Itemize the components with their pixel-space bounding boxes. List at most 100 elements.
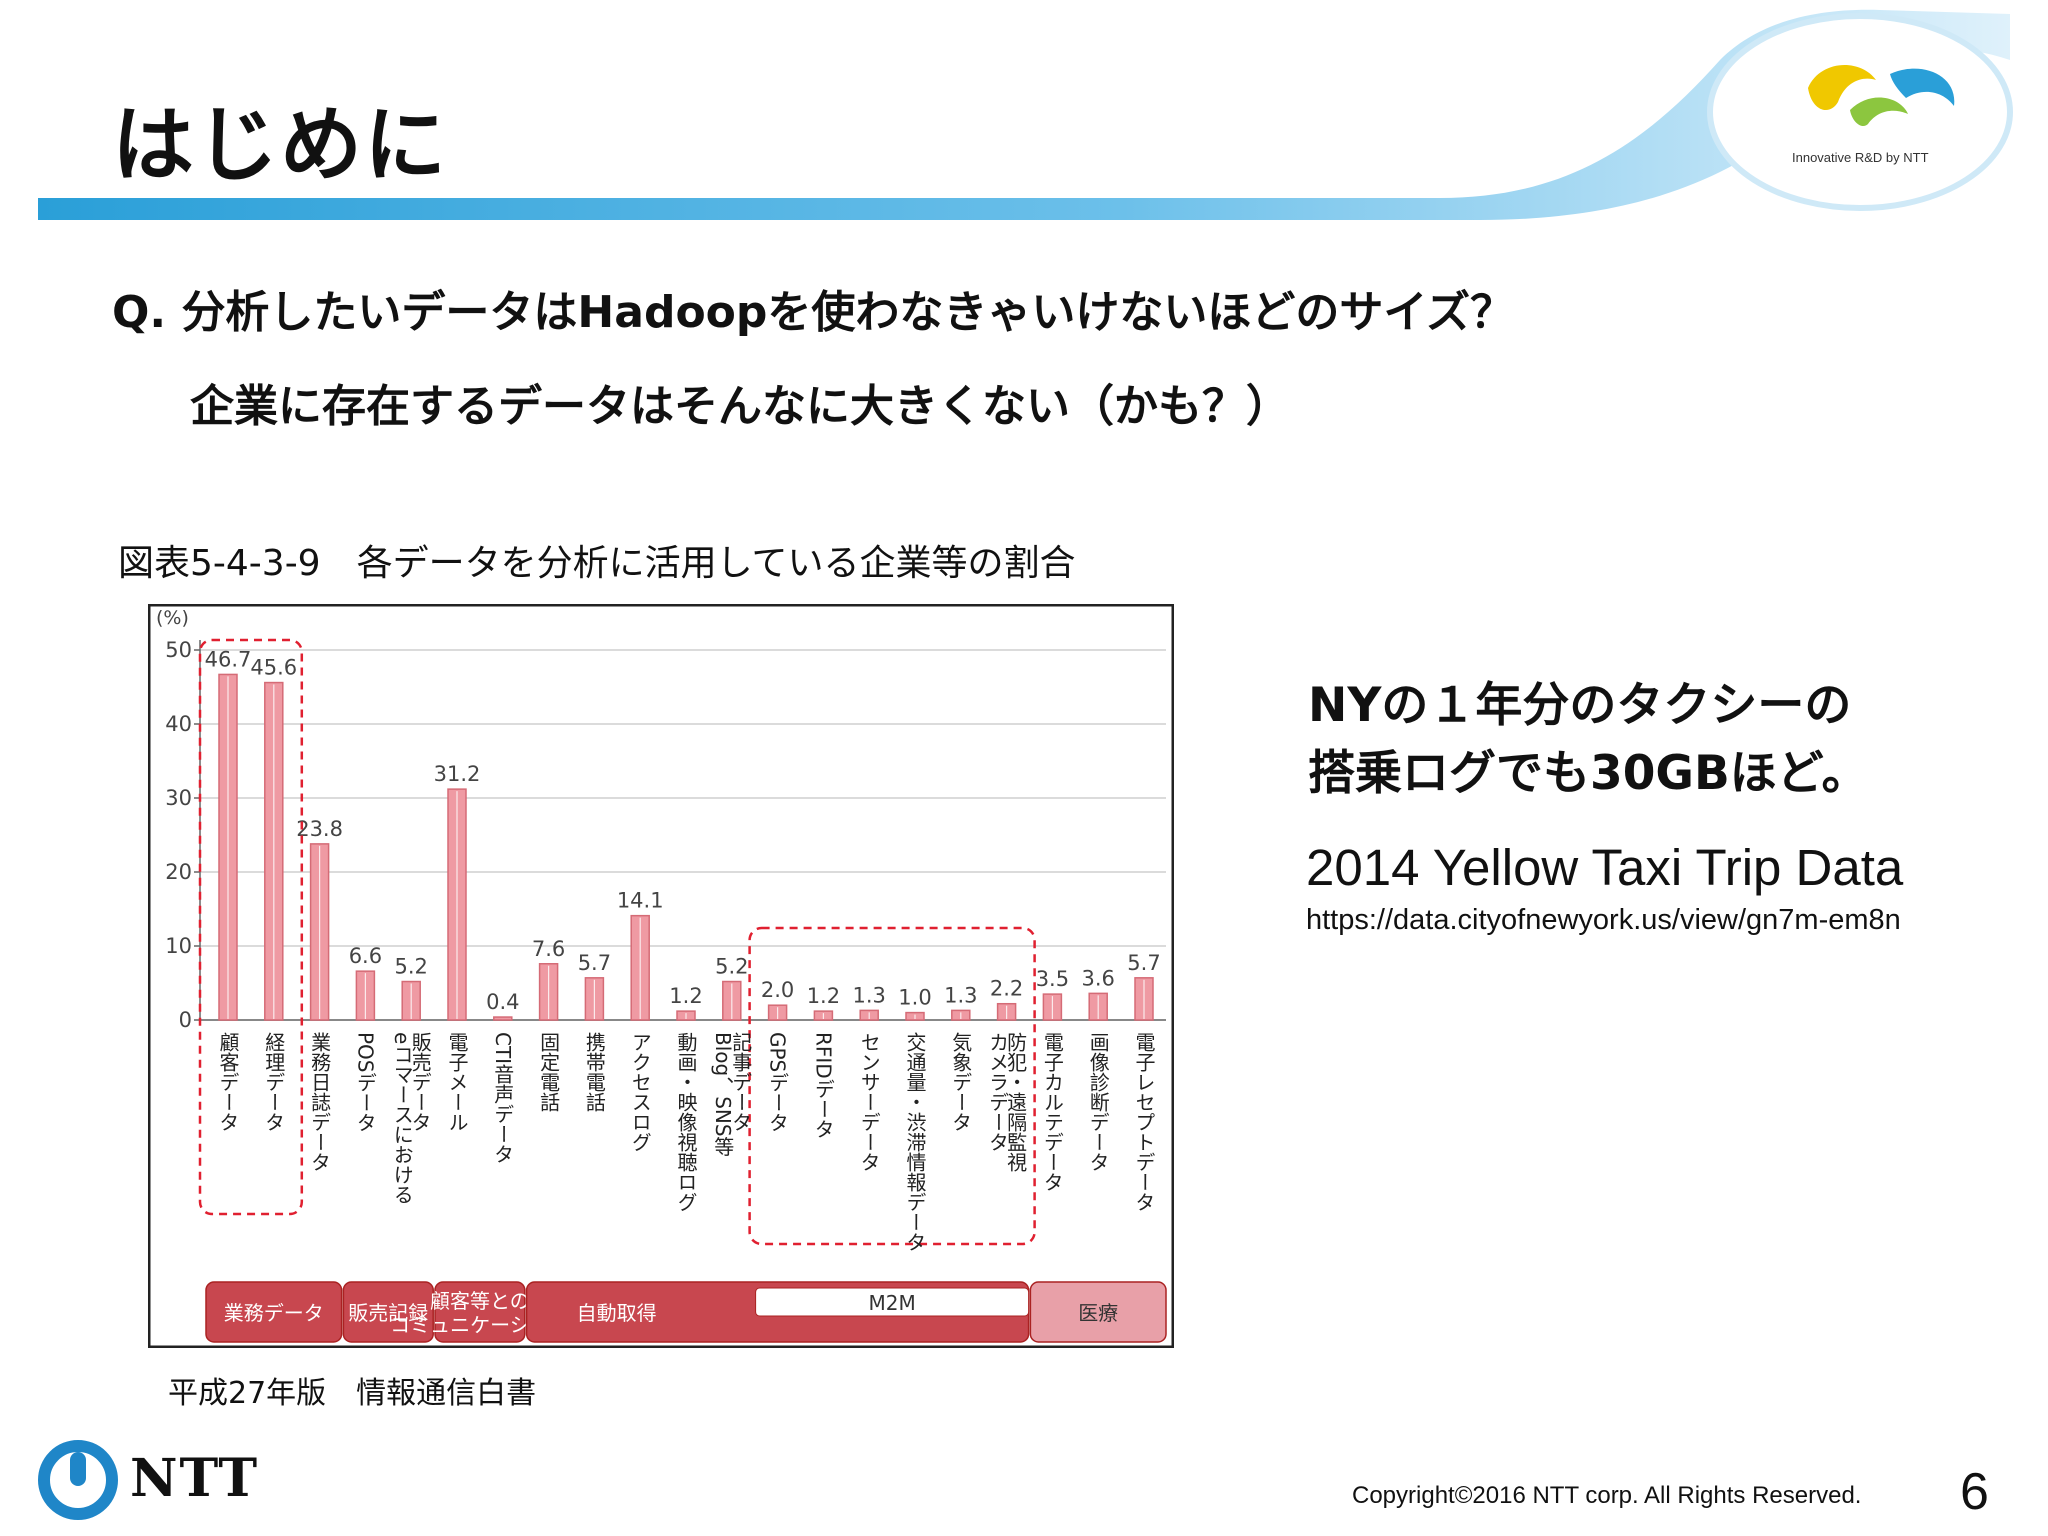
x-category-text: RFIDデータ (811, 1032, 835, 1139)
x-category-text: 防犯・遠隔監視 (1004, 1032, 1028, 1172)
ntt-logo-text: NTT (130, 1448, 260, 1509)
x-category-text: 固定電話 (537, 1032, 561, 1112)
bar-value-label: 1.0 (898, 986, 931, 1010)
source-caption: 平成27年版 情報通信白書 (168, 1376, 537, 1411)
bar (493, 1016, 513, 1021)
y-tick-label: 20 (165, 860, 192, 884)
x-category-text: Blog、SNS等 (711, 1032, 735, 1157)
x-category-text: 記事データ (729, 1032, 753, 1132)
x-category-text: 交通量・渋滞情報データ (903, 1032, 927, 1252)
x-category-label: 携帯電話 (582, 1032, 606, 1112)
bar-value-label: 1.2 (669, 984, 702, 1008)
group-box (342, 1281, 434, 1343)
group-box (205, 1281, 343, 1343)
bar-value-label: 2.2 (990, 977, 1023, 1001)
innovative-label: Innovative R&D by NTT (1792, 150, 1929, 165)
bar-value-label: 46.7 (205, 647, 252, 671)
figure-title: 図表5-4-3-9 各データを分析に活用している企業等の割合 (118, 543, 1076, 584)
bar-value-label: 0.4 (486, 990, 519, 1014)
y-tick-label: 30 (165, 786, 192, 810)
slide-title: はじめに (112, 98, 449, 193)
group-label: 自動取得 (577, 1301, 657, 1325)
bar-value-label: 45.6 (250, 656, 297, 680)
group-box (434, 1281, 526, 1343)
ntt-logo-icon (38, 1440, 118, 1520)
taxi-data-title: 2014 Yellow Taxi Trip Data (1306, 839, 1904, 896)
x-category-text: 顧客データ (216, 1032, 240, 1132)
x-category-label: 交通量・渋滞情報データ (903, 1032, 927, 1252)
x-category-text: 電子メール (445, 1032, 469, 1132)
bar-chart: (%) 0 10 20 30 40 50 46.7 45.6 23.8 6.6 5.2 31.2 0.… (148, 604, 1174, 1348)
bar-value-label: 5.2 (394, 955, 427, 979)
x-category-text: 動画・映像視聴ログ (674, 1032, 698, 1212)
x-category-text: 電子レセプトデータ (1132, 1032, 1156, 1212)
x-category-text: 販売データ (408, 1032, 432, 1132)
group-label: 業務データ (224, 1301, 324, 1325)
x-category-text: 携帯電話 (582, 1032, 606, 1112)
bar-value-label: 1.3 (944, 983, 977, 1007)
taxi-data-url[interactable]: https://data.cityofnewyork.us/view/gn7m-… (1306, 904, 1901, 936)
x-category-text: 業務日誌データ (308, 1032, 332, 1172)
x-category-label: 経理データ (262, 1032, 286, 1132)
x-category-label: CTI音声データ (491, 1032, 515, 1164)
group-label: 顧客等との (430, 1289, 530, 1313)
x-category-text: POSデータ (353, 1032, 377, 1133)
y-tick-label: 50 (165, 638, 192, 662)
side-note-line-2: 搭乗ログでも30GBほど。 (1308, 746, 1869, 801)
question-line-2: 企業に存在するデータはそんなに大きくない（かも？） (190, 381, 1290, 432)
subgroup-label: M2M (868, 1291, 915, 1315)
x-category-label: アクセスログ (628, 1032, 652, 1152)
x-category-text: 気象データ (949, 1032, 973, 1132)
bar-value-label: 3.6 (1081, 966, 1114, 990)
bar-value-label: 5.2 (715, 955, 748, 979)
bar-value-label: 1.3 (852, 983, 885, 1007)
y-unit-label: (%) (156, 607, 189, 629)
x-category-text: eコマースにおける (390, 1032, 414, 1204)
bar-value-label: 31.2 (434, 762, 481, 786)
x-category-label: 顧客データ (216, 1032, 240, 1132)
y-tick-label: 0 (179, 1008, 192, 1032)
bar-value-label: 5.7 (578, 951, 611, 975)
x-category-text: 経理データ (262, 1032, 286, 1132)
group-box (1029, 1281, 1167, 1343)
x-category-label: 電子レセプトデータ (1132, 1032, 1156, 1212)
x-category-text: GPSデータ (766, 1032, 790, 1132)
bar-value-label: 23.8 (296, 817, 343, 841)
x-category-text: センサーデータ (857, 1032, 881, 1172)
question-line-1: Q. 分析したいデータはHadoopを使わなきゃいけないほどのサイズ？ (112, 287, 1515, 338)
y-tick-label: 40 (165, 712, 192, 736)
x-category-label: 気象データ (949, 1032, 973, 1132)
x-category-label: GPSデータ (766, 1032, 790, 1132)
x-category-text: 電子カルテデータ (1040, 1032, 1064, 1192)
bar-value-label: 2.0 (761, 978, 794, 1002)
x-category-label: RFIDデータ (811, 1032, 835, 1139)
x-category-text: カメラデータ (986, 1032, 1010, 1152)
side-note-line-1: NYの１年分のタクシーの (1308, 678, 1852, 733)
x-category-text: 画像診断データ (1086, 1032, 1110, 1172)
bar-value-label: 14.1 (617, 889, 664, 913)
x-category-text: アクセスログ (628, 1032, 652, 1152)
bar-value-label: 7.6 (532, 937, 565, 961)
bar-value-label: 3.5 (1036, 967, 1069, 991)
subgroup-box (755, 1287, 1030, 1317)
bar-value-label: 6.6 (349, 944, 382, 968)
page-number: 6 (1960, 1463, 1989, 1521)
bar-value-label: 1.2 (807, 984, 840, 1008)
copyright: Copyright©2016 NTT corp. All Rights Rese… (1352, 1482, 1862, 1509)
innovative-logo-icon (1808, 65, 1955, 127)
group-label: 販売記録 (348, 1301, 428, 1325)
highlight-box (748, 926, 1036, 1246)
bar-value-label: 5.7 (1127, 951, 1160, 975)
x-category-label: 電子メール (445, 1032, 469, 1132)
side-note: NYの１年分のタクシーの 搭乗ログでも30GBほど。 (1308, 672, 1868, 808)
x-category-label: センサーデータ (857, 1032, 881, 1172)
x-category-text: CTI音声データ (491, 1032, 515, 1164)
highlight-box (198, 638, 304, 1216)
x-category-label: 固定電話 (537, 1032, 561, 1112)
x-category-label: POSデータ (353, 1032, 377, 1133)
y-tick-label: 10 (165, 934, 192, 958)
x-category-label: 電子カルテデータ (1040, 1032, 1064, 1192)
